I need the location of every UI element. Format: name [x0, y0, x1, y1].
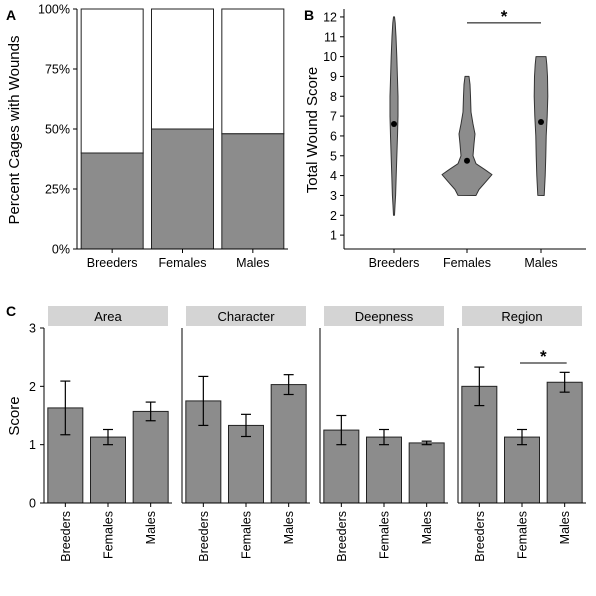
y-tick-label: 6 [330, 129, 337, 143]
panel-c-chart: Score 0 1 2 3 Area Breeders Females Males Charac… [6, 306, 586, 562]
mean-point [391, 121, 397, 128]
bar [366, 436, 402, 504]
bar [270, 384, 307, 504]
panel-a-letter: A [6, 7, 16, 23]
y-tick-label: 4 [330, 169, 337, 183]
y-tick-label: 100% [38, 3, 70, 17]
x-tick-label: Breeders [197, 511, 211, 562]
mean-point [538, 119, 544, 126]
panel-b-y-axis-title: Total Wound Score [304, 67, 321, 193]
x-tick-label: Breeders [473, 511, 487, 562]
y-tick-label: 2 [29, 380, 36, 394]
x-tick-label: Females [378, 511, 392, 559]
y-tick-label: 9 [330, 70, 337, 84]
facet-strip [462, 306, 582, 326]
facet-strip-label: Region [501, 309, 542, 324]
y-tick-label: 10 [323, 50, 337, 64]
violin [441, 75, 493, 196]
facet-strip-label: Area [94, 309, 122, 324]
panel-c-letter: C [6, 303, 16, 319]
bar [228, 424, 264, 504]
x-tick-label: Males [144, 511, 158, 544]
x-tick-label: Breeders [369, 256, 420, 270]
bar [221, 133, 285, 250]
y-tick-label: 0 [29, 497, 36, 511]
y-tick-label: 7 [330, 110, 337, 124]
bar-empty-segment [151, 8, 214, 130]
bar [90, 436, 126, 504]
facet-strip [48, 306, 168, 326]
y-tick-label: 11 [324, 30, 337, 44]
bar-empty-segment [80, 8, 144, 154]
significance-star: * [501, 7, 508, 26]
bar [151, 128, 214, 250]
panel-a-chart: Percent Cages with Wounds 0% 25% 50% 75% 100… [6, 3, 288, 270]
bar [408, 442, 445, 504]
y-tick-label: 50% [45, 123, 70, 137]
panel-b-chart: Total Wound Score 123456789101112Breeder… [304, 7, 586, 270]
bar [504, 436, 540, 504]
x-tick-label: Males [420, 511, 434, 544]
facet-strip [186, 306, 306, 326]
y-tick-label: 2 [330, 209, 337, 223]
y-tick-label: 1 [330, 229, 337, 243]
x-tick-label: Females [102, 511, 116, 559]
x-tick-label: Males [524, 256, 557, 270]
facet-strip [324, 306, 444, 326]
y-tick-label: 0% [52, 243, 70, 257]
y-tick-label: 3 [330, 189, 337, 203]
y-tick-label: 12 [323, 10, 337, 24]
y-tick-label: 8 [330, 90, 337, 104]
bar-empty-segment [221, 8, 285, 135]
x-tick-label: Breeders [335, 511, 349, 562]
x-tick-label: Females [443, 256, 491, 270]
x-tick-label: Males [558, 511, 572, 544]
bar [546, 381, 583, 504]
panel-a-y-axis-title: Percent Cages with Wounds [6, 36, 23, 225]
significance-star: * [540, 347, 547, 366]
panel-b-letter: B [304, 7, 314, 23]
bar [80, 152, 144, 250]
facet-strip-label: Character [217, 309, 275, 324]
x-tick-label: Males [236, 256, 269, 270]
x-tick-label: Breeders [59, 511, 73, 562]
violin [533, 56, 549, 196]
y-tick-label: 3 [29, 322, 36, 336]
violin [389, 16, 399, 216]
y-tick-label: 1 [29, 438, 36, 452]
x-tick-label: Males [282, 511, 296, 544]
y-tick-label: 75% [45, 63, 70, 77]
y-tick-label: 25% [45, 183, 70, 197]
x-tick-label: Breeders [87, 256, 138, 270]
facet-strip-label: Deepness [355, 309, 414, 324]
mean-point [464, 157, 470, 164]
x-tick-label: Females [240, 511, 254, 559]
y-tick-label: 5 [330, 149, 337, 163]
bar [132, 410, 169, 504]
x-tick-label: Females [516, 511, 530, 559]
x-tick-label: Females [159, 256, 207, 270]
panel-c-y-axis-title: Score [6, 396, 23, 435]
